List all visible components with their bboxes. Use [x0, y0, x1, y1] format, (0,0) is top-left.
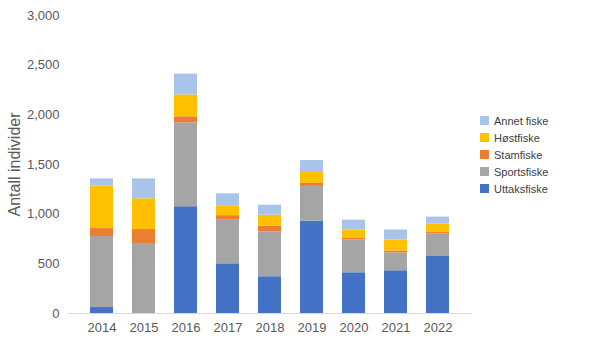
svg-text:2015: 2015: [130, 320, 159, 335]
svg-text:2018: 2018: [256, 320, 285, 335]
html-text:Uttaksfiske: Uttaksfiske: [494, 182, 548, 195]
html-text:Stamfiske: Stamfiske: [494, 148, 543, 161]
html-text:Sportsfiske: Sportsfiske: [494, 165, 549, 178]
svg-text:3,000: 3,000: [27, 8, 60, 23]
svg-text:2019: 2019: [298, 320, 327, 335]
svg-text:2021: 2021: [382, 320, 411, 335]
svg-text:2017: 2017: [214, 320, 243, 335]
html-text:Annet fiske: Annet fiske: [494, 114, 549, 127]
svg-text:2,000: 2,000: [27, 107, 60, 122]
svg-text:2020: 2020: [340, 320, 369, 335]
svg-text:2022: 2022: [424, 320, 453, 335]
svg-text:500: 500: [38, 256, 60, 271]
html-text:Høstfiske: Høstfiske: [494, 131, 540, 144]
svg-text:2016: 2016: [172, 320, 201, 335]
svg-text:1,000: 1,000: [27, 206, 60, 221]
svg-text:1,500: 1,500: [27, 157, 60, 172]
svg-text:2,500: 2,500: [27, 57, 60, 72]
svg-text:0: 0: [52, 306, 59, 321]
svg-text:2014: 2014: [88, 320, 117, 335]
svg-text:Antall individer: Antall individer: [6, 112, 23, 217]
